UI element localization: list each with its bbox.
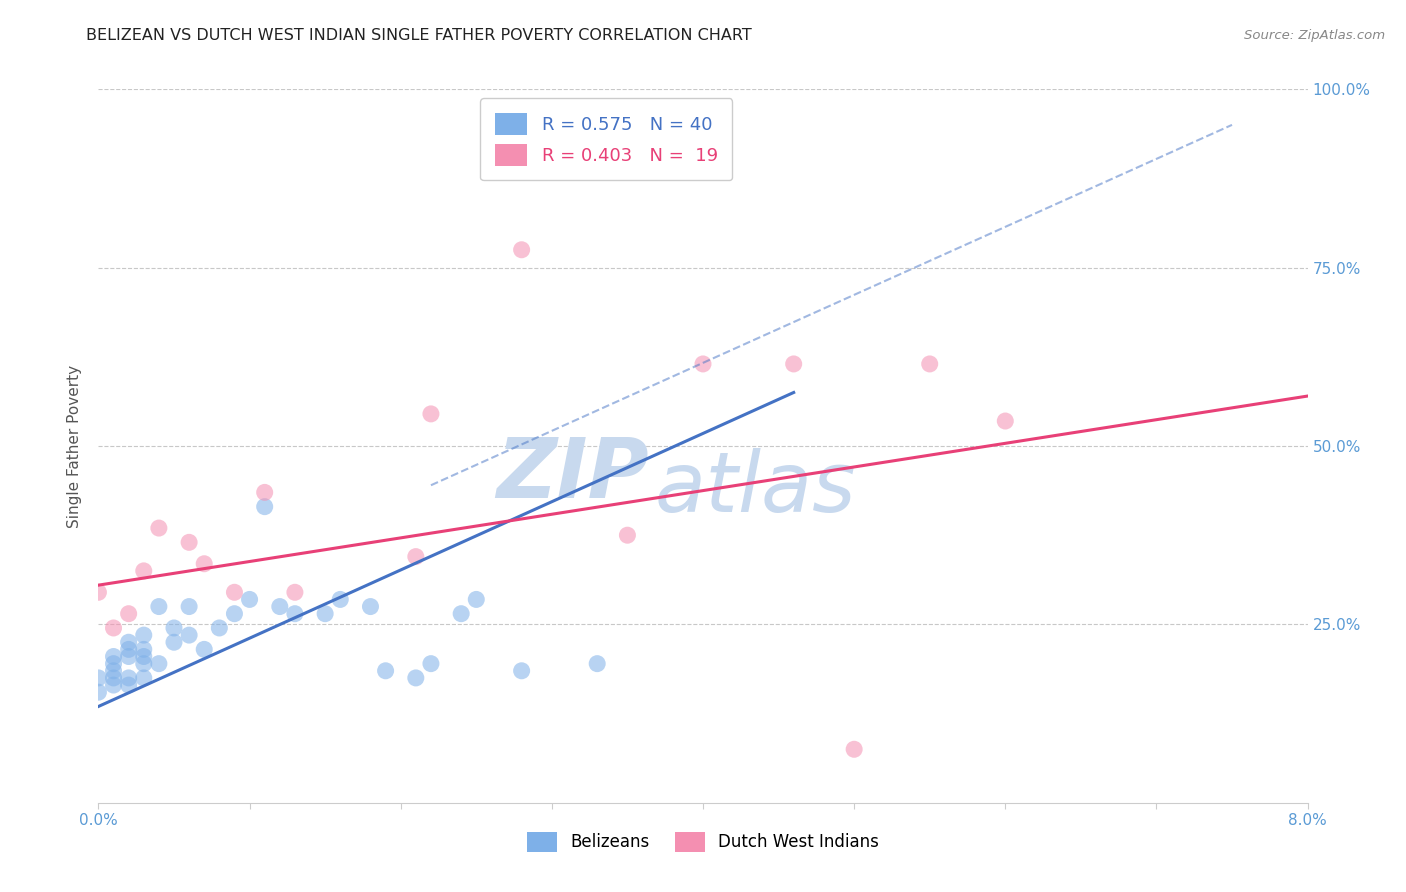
- Text: BELIZEAN VS DUTCH WEST INDIAN SINGLE FATHER POVERTY CORRELATION CHART: BELIZEAN VS DUTCH WEST INDIAN SINGLE FAT…: [86, 28, 752, 43]
- Point: [253, 500, 276, 514]
- Point: [179, 535, 201, 549]
- Point: [103, 678, 125, 692]
- Point: [148, 521, 170, 535]
- Point: [374, 664, 396, 678]
- Legend: Belizeans, Dutch West Indians: Belizeans, Dutch West Indians: [520, 825, 886, 859]
- Point: [118, 607, 141, 621]
- Point: [132, 564, 155, 578]
- Point: [994, 414, 1017, 428]
- Point: [586, 657, 609, 671]
- Point: [284, 607, 307, 621]
- Point: [87, 671, 110, 685]
- Point: [284, 585, 307, 599]
- Text: ZIP: ZIP: [496, 434, 648, 515]
- Point: [783, 357, 806, 371]
- Point: [132, 642, 155, 657]
- Point: [132, 628, 155, 642]
- Point: [118, 649, 141, 664]
- Point: [103, 621, 125, 635]
- Point: [132, 671, 155, 685]
- Point: [224, 585, 246, 599]
- Point: [616, 528, 638, 542]
- Point: [405, 671, 427, 685]
- Point: [420, 657, 443, 671]
- Point: [87, 685, 110, 699]
- Point: [87, 585, 110, 599]
- Point: [918, 357, 941, 371]
- Point: [193, 557, 215, 571]
- Point: [148, 657, 170, 671]
- Point: [103, 649, 125, 664]
- Point: [103, 657, 125, 671]
- Point: [163, 635, 186, 649]
- Point: [510, 243, 533, 257]
- Point: [179, 628, 201, 642]
- Point: [179, 599, 201, 614]
- Point: [118, 635, 141, 649]
- Point: [118, 642, 141, 657]
- Point: [163, 621, 186, 635]
- Point: [692, 357, 714, 371]
- Point: [269, 599, 291, 614]
- Y-axis label: Single Father Poverty: Single Father Poverty: [67, 365, 83, 527]
- Point: [148, 599, 170, 614]
- Point: [103, 664, 125, 678]
- Text: atlas: atlas: [655, 449, 856, 529]
- Point: [132, 657, 155, 671]
- Point: [239, 592, 262, 607]
- Point: [224, 607, 246, 621]
- Point: [103, 671, 125, 685]
- Point: [844, 742, 866, 756]
- Point: [450, 607, 472, 621]
- Point: [405, 549, 427, 564]
- Point: [208, 621, 231, 635]
- Point: [193, 642, 215, 657]
- Point: [360, 599, 382, 614]
- Point: [329, 592, 352, 607]
- Point: [118, 678, 141, 692]
- Point: [465, 592, 488, 607]
- Point: [118, 671, 141, 685]
- Point: [253, 485, 276, 500]
- Text: Source: ZipAtlas.com: Source: ZipAtlas.com: [1244, 29, 1385, 42]
- Point: [132, 649, 155, 664]
- Point: [420, 407, 443, 421]
- Point: [314, 607, 336, 621]
- Point: [510, 664, 533, 678]
